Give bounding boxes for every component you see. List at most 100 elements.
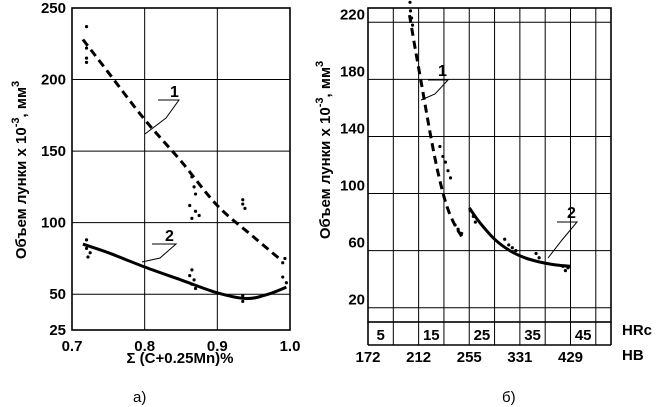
chart-b-hb-tick-label: 331 <box>507 349 532 366</box>
chart-a-series-1-point <box>84 56 89 60</box>
chart-b-y-axis-label-exp: -3 <box>314 97 326 107</box>
chart-a-series-1-point <box>84 46 89 50</box>
chart-b-series-1-point <box>443 160 448 164</box>
chart-b-series-2-point <box>563 269 568 273</box>
chart-a: 0.7 0.8 0.9 1.0 25 50 100 150 200 250 1 2 Σ (C+0.25… <box>10 0 300 406</box>
chart-a-series-1-point <box>84 25 89 29</box>
chart-a-series-1-line <box>81 38 281 260</box>
chart-b-hb-tick-label: 212 <box>406 349 431 366</box>
chart-b-series-2-point <box>471 214 475 218</box>
chart-b-series-2-point <box>561 264 565 268</box>
chart-a-series-2-point <box>193 286 198 291</box>
chart-a-curves <box>81 38 287 301</box>
chart-b-frame <box>367 7 612 323</box>
chart-b-series-2-point <box>510 246 514 250</box>
chart-a-x-tick-label: 0.8 <box>134 338 155 355</box>
chart-b-series-1-point <box>441 154 445 159</box>
chart-b-series-1-leader <box>420 79 450 101</box>
chart-b-y-tick-label: 140 <box>340 120 365 137</box>
chart-a-y-axis-label: Объем лунки x 10-3, мм3 <box>10 81 30 259</box>
chart-a-series-2-point <box>188 274 192 278</box>
chart-a-series-1-label: 1 <box>170 84 179 101</box>
chart-b-series-1-point <box>408 0 412 4</box>
chart-b-panel-label: б) <box>502 389 516 406</box>
chart-b-series-2-point <box>514 249 518 253</box>
chart-a-series-2-point <box>88 251 92 255</box>
chart-a-series-2-leader <box>141 243 178 263</box>
chart-a-series-1-point <box>188 203 192 208</box>
chart-a-points <box>84 25 288 303</box>
chart-b-y-axis-label-main: Объем лунки x 10 <box>317 107 334 239</box>
chart-a-series-2-point <box>192 278 196 282</box>
chart-a-series-1-point <box>193 192 198 196</box>
chart-a-series-2-label: 2 <box>165 228 174 245</box>
chart-a-frame <box>71 7 291 331</box>
chart-a-tick-labels: 0.7 0.8 0.9 1.0 25 50 100 150 200 250 1 2 <box>41 0 300 355</box>
chart-b-series-2-point <box>473 220 477 224</box>
chart-a-series-1-leader <box>144 99 180 135</box>
chart-b-series-2-point <box>537 256 541 260</box>
chart-a-series-2-line <box>82 242 287 301</box>
chart-b-series-1-point <box>409 16 414 20</box>
chart-b-series-2-point <box>468 209 472 213</box>
chart-a-series-1-point <box>243 206 247 210</box>
chart-a-series-1-point <box>84 60 89 64</box>
chart-b-hrc-label: HRc <box>622 322 652 339</box>
chart-b-grid <box>367 7 612 346</box>
chart-a-y-axis-label-main: Объем лунки x 10 <box>13 127 30 259</box>
chart-b-curves <box>408 14 571 268</box>
chart-a-y-tick-label: 50 <box>49 286 66 303</box>
chart-a-series-1-point <box>193 209 198 213</box>
chart-b-series-1-point <box>446 169 450 173</box>
chart-b-series-1-point <box>456 227 460 231</box>
chart-a-x-tick-label: 1.0 <box>280 338 301 355</box>
chart-a-series-2-point <box>84 238 89 242</box>
chart-b-hb-tick-label: 429 <box>558 349 583 366</box>
chart-b-series-2-point <box>503 237 507 241</box>
chart-b-series-1-point <box>438 144 442 149</box>
chart-a-series-2-point <box>281 275 285 279</box>
chart-b-hrc-tick-label: 25 <box>474 327 491 344</box>
chart-b-y-axis-label-unit: , мм <box>317 67 334 98</box>
chart-b-hrc-tick-label: 45 <box>575 327 592 344</box>
chart-a-y-tick-label: 150 <box>41 143 66 160</box>
chart-a-series-2-point <box>190 282 194 286</box>
chart-a-series-2-point <box>244 296 248 301</box>
chart-a-x-tick-label: 0.9 <box>207 338 228 355</box>
chart-b-y-tick-label: 180 <box>340 63 365 80</box>
chart-b-hb-label: HB <box>622 347 644 364</box>
chart-a-series-1-point <box>190 175 194 179</box>
chart-b-y-axis-label: Объем лунки x 10-3, мм3 <box>314 61 334 239</box>
chart-a-series-1-point <box>281 261 285 265</box>
chart-b-series-1-line <box>408 14 463 238</box>
chart-b-y-axis-label-unit-exp: 3 <box>314 61 326 67</box>
chart-a-series-2-point <box>190 268 194 272</box>
chart-a-y-tick-label: 250 <box>41 0 66 17</box>
chart-a-panel-label: а) <box>133 389 146 406</box>
chart-b-y-tick-label: 220 <box>340 6 365 23</box>
chart-a-y-tick-label: 100 <box>41 215 66 232</box>
chart-b-series-1-point <box>410 23 415 27</box>
chart-a-y-axis-label-unit-exp: 3 <box>10 81 22 87</box>
chart-b-hrc-tick-label: 35 <box>524 327 541 344</box>
chart-b-y-tick-label: 100 <box>340 178 365 195</box>
chart-b-series-2-point <box>534 251 538 256</box>
chart-b-points <box>408 0 570 273</box>
chart-b-y-tick-label: 60 <box>348 235 365 252</box>
chart-b-series-2-leader <box>547 221 579 259</box>
chart-b-tick-labels: 20 60 100 140 180 220 5 15 25 35 45 172 212 255 331 429… <box>340 6 592 366</box>
chart-b-series-2-label: 2 <box>567 205 576 222</box>
chart-a-x-tick-label: 0.7 <box>62 338 83 355</box>
chart-a-series-2-point <box>84 246 89 251</box>
chart-b: 20 60 100 140 180 220 5 15 25 35 45 172 212 255 331 429… <box>314 0 652 406</box>
chart-a-y-axis-label-unit: , мм <box>13 87 30 118</box>
chart-b-series-2-point <box>507 243 511 247</box>
chart-a-y-tick-label: 200 <box>41 72 66 89</box>
chart-a-series-1-point <box>190 216 194 220</box>
chart-b-series-2-point <box>566 266 570 270</box>
chart-a-series-2-point <box>241 294 245 298</box>
chart-b-series-1-point <box>408 9 413 13</box>
chart-a-series-1-point <box>241 202 245 206</box>
chart-a-series-1-point <box>283 256 287 261</box>
